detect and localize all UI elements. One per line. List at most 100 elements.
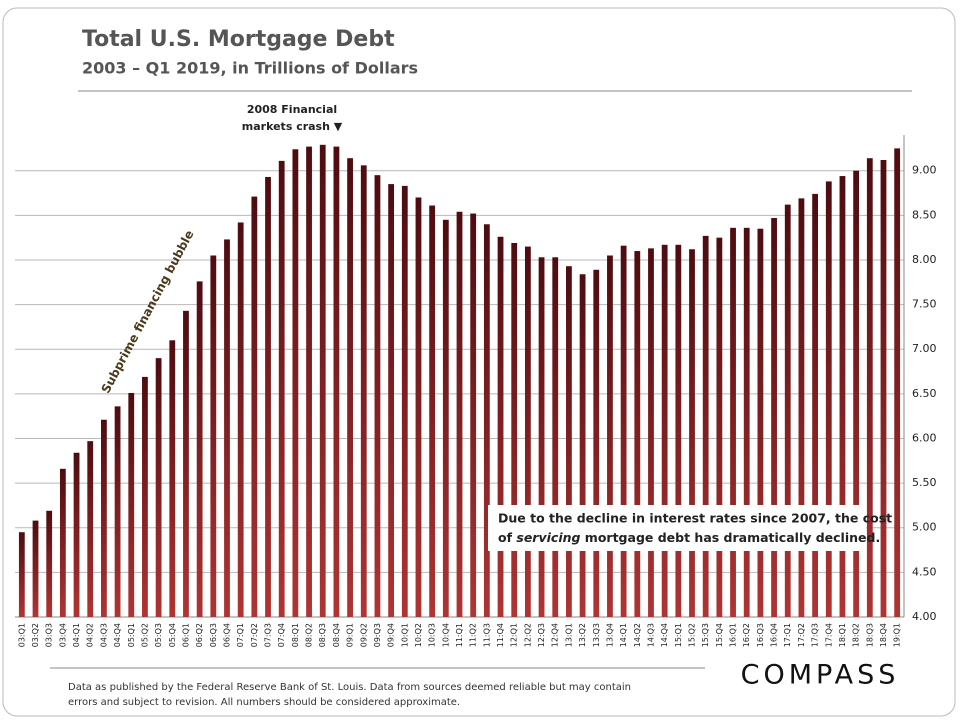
x-tick-label: 10:Q4 [441, 623, 450, 647]
x-tick-label: 10:Q1 [400, 623, 409, 647]
bar [730, 227, 736, 617]
x-tick-label: 18:Q4 [879, 623, 888, 647]
x-tick-label: 17:Q4 [824, 623, 833, 647]
x-tick-label: 18:Q3 [865, 623, 874, 647]
x-tick-label: 08:Q2 [305, 623, 314, 647]
annotation: Subprime financing bubble [99, 228, 197, 396]
x-tick-label: 17:Q2 [797, 623, 806, 647]
bar [566, 266, 572, 617]
bar [169, 340, 176, 617]
y-tick-label: 6.00 [912, 431, 937, 444]
x-tick-label: 04:Q2 [86, 623, 95, 647]
x-tick-label: 05:Q4 [168, 623, 177, 647]
x-tick-label: 09:Q2 [359, 623, 368, 647]
x-tick-label: 12:Q4 [551, 623, 560, 647]
note: of servicing mortgage debt has dramatica… [498, 530, 880, 545]
bar [319, 144, 326, 617]
footer: Data as published by the Federal Reserve… [68, 682, 631, 693]
x-tick-label: 19:Q1 [893, 623, 902, 647]
x-tick-label: 17:Q3 [811, 623, 820, 647]
x-tick-label: 14:Q2 [633, 623, 642, 647]
bar [880, 159, 887, 617]
x-tick-label: 13:Q1 [564, 623, 573, 647]
bar [114, 406, 121, 617]
x-tick-label: 10:Q3 [428, 623, 437, 647]
bar [689, 249, 695, 618]
bar [757, 228, 764, 617]
x-tick-label: 12:Q3 [537, 623, 546, 647]
annotation: 2008 Financial [247, 103, 337, 116]
x-tick-label: 11:Q2 [469, 623, 478, 647]
bar [429, 205, 436, 617]
note-part: mortgage debt has dramatically declined. [580, 530, 880, 545]
bar [442, 219, 449, 617]
x-tick-label: 15:Q3 [701, 623, 710, 647]
bar [360, 165, 367, 617]
bar [73, 452, 80, 617]
bar [648, 248, 654, 617]
plot: 4.00 4.50 5.00 5.50 6.00 6.50 7.00 7.50 8.00 8.50… [15, 135, 937, 647]
bar [825, 181, 832, 618]
bar [894, 148, 901, 617]
bar [142, 376, 148, 617]
x-tick-label: 07:Q2 [250, 623, 259, 647]
chart-title: Total U.S. Mortgage Debt [82, 27, 395, 52]
note: Due to the decline in interest rates sin… [498, 511, 892, 526]
bar [716, 237, 723, 618]
bar [497, 236, 504, 617]
x-tick-label: 09:Q4 [387, 623, 396, 647]
x-tick-label: 14:Q3 [646, 623, 655, 647]
x-tick-label: 07:Q3 [264, 623, 273, 647]
x-tick-label: 04:Q1 [72, 623, 81, 647]
bar [333, 146, 340, 617]
x-tick-label: 06:Q1 [181, 623, 190, 647]
footer: errors and subject to revision. All numb… [68, 697, 460, 708]
x-tick-label: 03:Q3 [45, 623, 54, 647]
x-tick-label: 13:Q3 [592, 623, 601, 647]
x-tick-label: 10:Q2 [414, 623, 423, 647]
bar [306, 146, 312, 617]
bar [812, 193, 818, 617]
bar [415, 197, 422, 617]
x-tick-label: 14:Q1 [619, 623, 628, 647]
bar [210, 255, 217, 617]
x-tick-label: 08:Q1 [291, 623, 300, 647]
x-tick-label: 03:Q1 [17, 623, 26, 647]
x-tick-label: 07:Q1 [236, 623, 245, 647]
x-tick-label: 13:Q2 [578, 623, 587, 647]
y-tick-label: 9.00 [912, 164, 937, 177]
x-tick-label: 09:Q3 [373, 623, 382, 647]
y-tick-label: 7.50 [912, 298, 937, 311]
y-tick-label: 8.50 [912, 208, 937, 221]
bar [702, 235, 709, 617]
x-tick-label: 09:Q1 [346, 623, 355, 647]
y-tick-label: 6.50 [912, 387, 937, 400]
x-tick-label: 16:Q2 [742, 623, 751, 647]
x-tick-label: 04:Q4 [113, 623, 122, 647]
bar [278, 160, 285, 617]
bar [374, 175, 381, 617]
bar [237, 222, 244, 618]
y-tick-label: 5.50 [912, 476, 937, 489]
bar [743, 227, 750, 617]
bar [620, 245, 627, 617]
x-tick-label: 18:Q2 [852, 623, 861, 647]
x-tick-label: 14:Q4 [660, 623, 669, 647]
bar [661, 244, 668, 618]
bar [32, 520, 39, 617]
bar [593, 269, 600, 617]
bar [470, 213, 477, 617]
x-tick-label: 18:Q1 [838, 623, 847, 647]
y-tick-label: 7.00 [912, 342, 937, 355]
bar [46, 510, 53, 617]
bar [675, 244, 682, 618]
y-tick-label: 4.00 [912, 610, 937, 623]
bar [196, 281, 203, 617]
x-tick-label: 12:Q2 [523, 623, 532, 647]
bar [292, 149, 299, 617]
bar [552, 257, 559, 617]
x-tick-label: 15:Q1 [674, 623, 683, 647]
x-tick-label: 06:Q3 [209, 623, 218, 647]
x-tick-label: 08:Q3 [318, 623, 327, 647]
